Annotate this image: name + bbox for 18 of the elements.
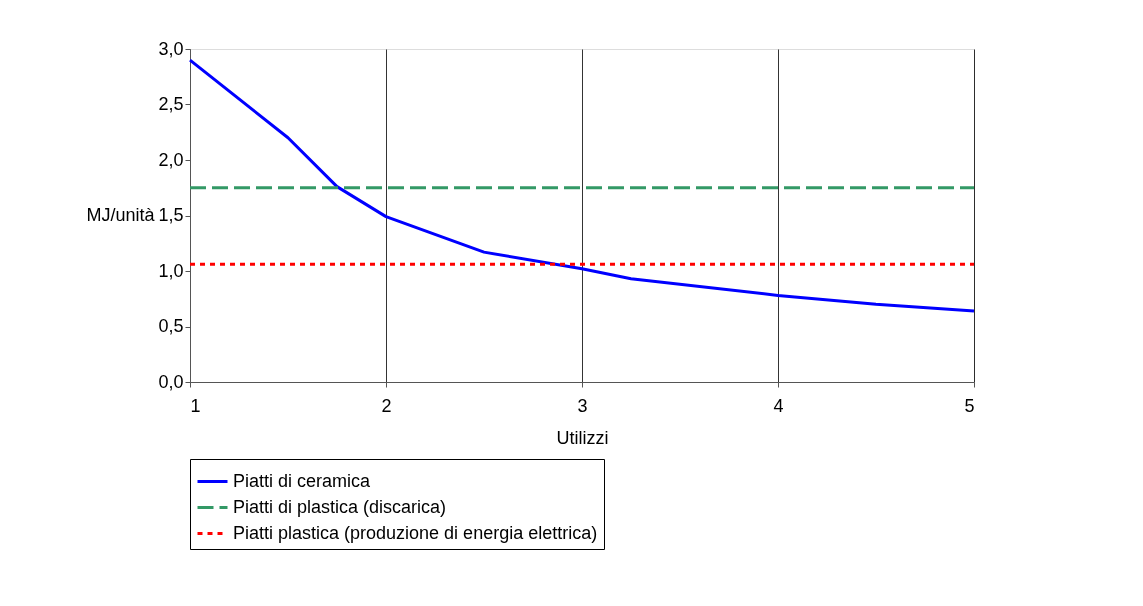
legend-label: Piatti plastica (produzione di energia elettrica) xyxy=(233,522,598,543)
x-tick-label: 1 xyxy=(190,395,201,416)
y-tick-label: 2,0 xyxy=(158,149,184,170)
x-tick-label: 2 xyxy=(381,395,392,416)
y-tick-label: 2,5 xyxy=(158,94,184,114)
y-tick-label: 1,0 xyxy=(158,260,184,281)
y-tick-label: 1,5 xyxy=(158,205,184,225)
x-axis-title: Utilizzi xyxy=(556,427,609,448)
x-tick-label: 5 xyxy=(964,395,975,416)
y-axis-title: MJ/unità xyxy=(86,205,156,225)
y-tick-label: 3,0 xyxy=(158,38,184,59)
legend-label: Piatti di plastica (discarica) xyxy=(233,496,447,517)
x-tick-label: 3 xyxy=(577,395,588,416)
y-tick-label: 0,0 xyxy=(158,371,184,392)
y-tick-label: 0,5 xyxy=(158,316,184,336)
x-tick-label: 4 xyxy=(773,395,784,416)
line-series xyxy=(188,58,976,313)
legend-label: Piatti di ceramica xyxy=(233,470,372,491)
